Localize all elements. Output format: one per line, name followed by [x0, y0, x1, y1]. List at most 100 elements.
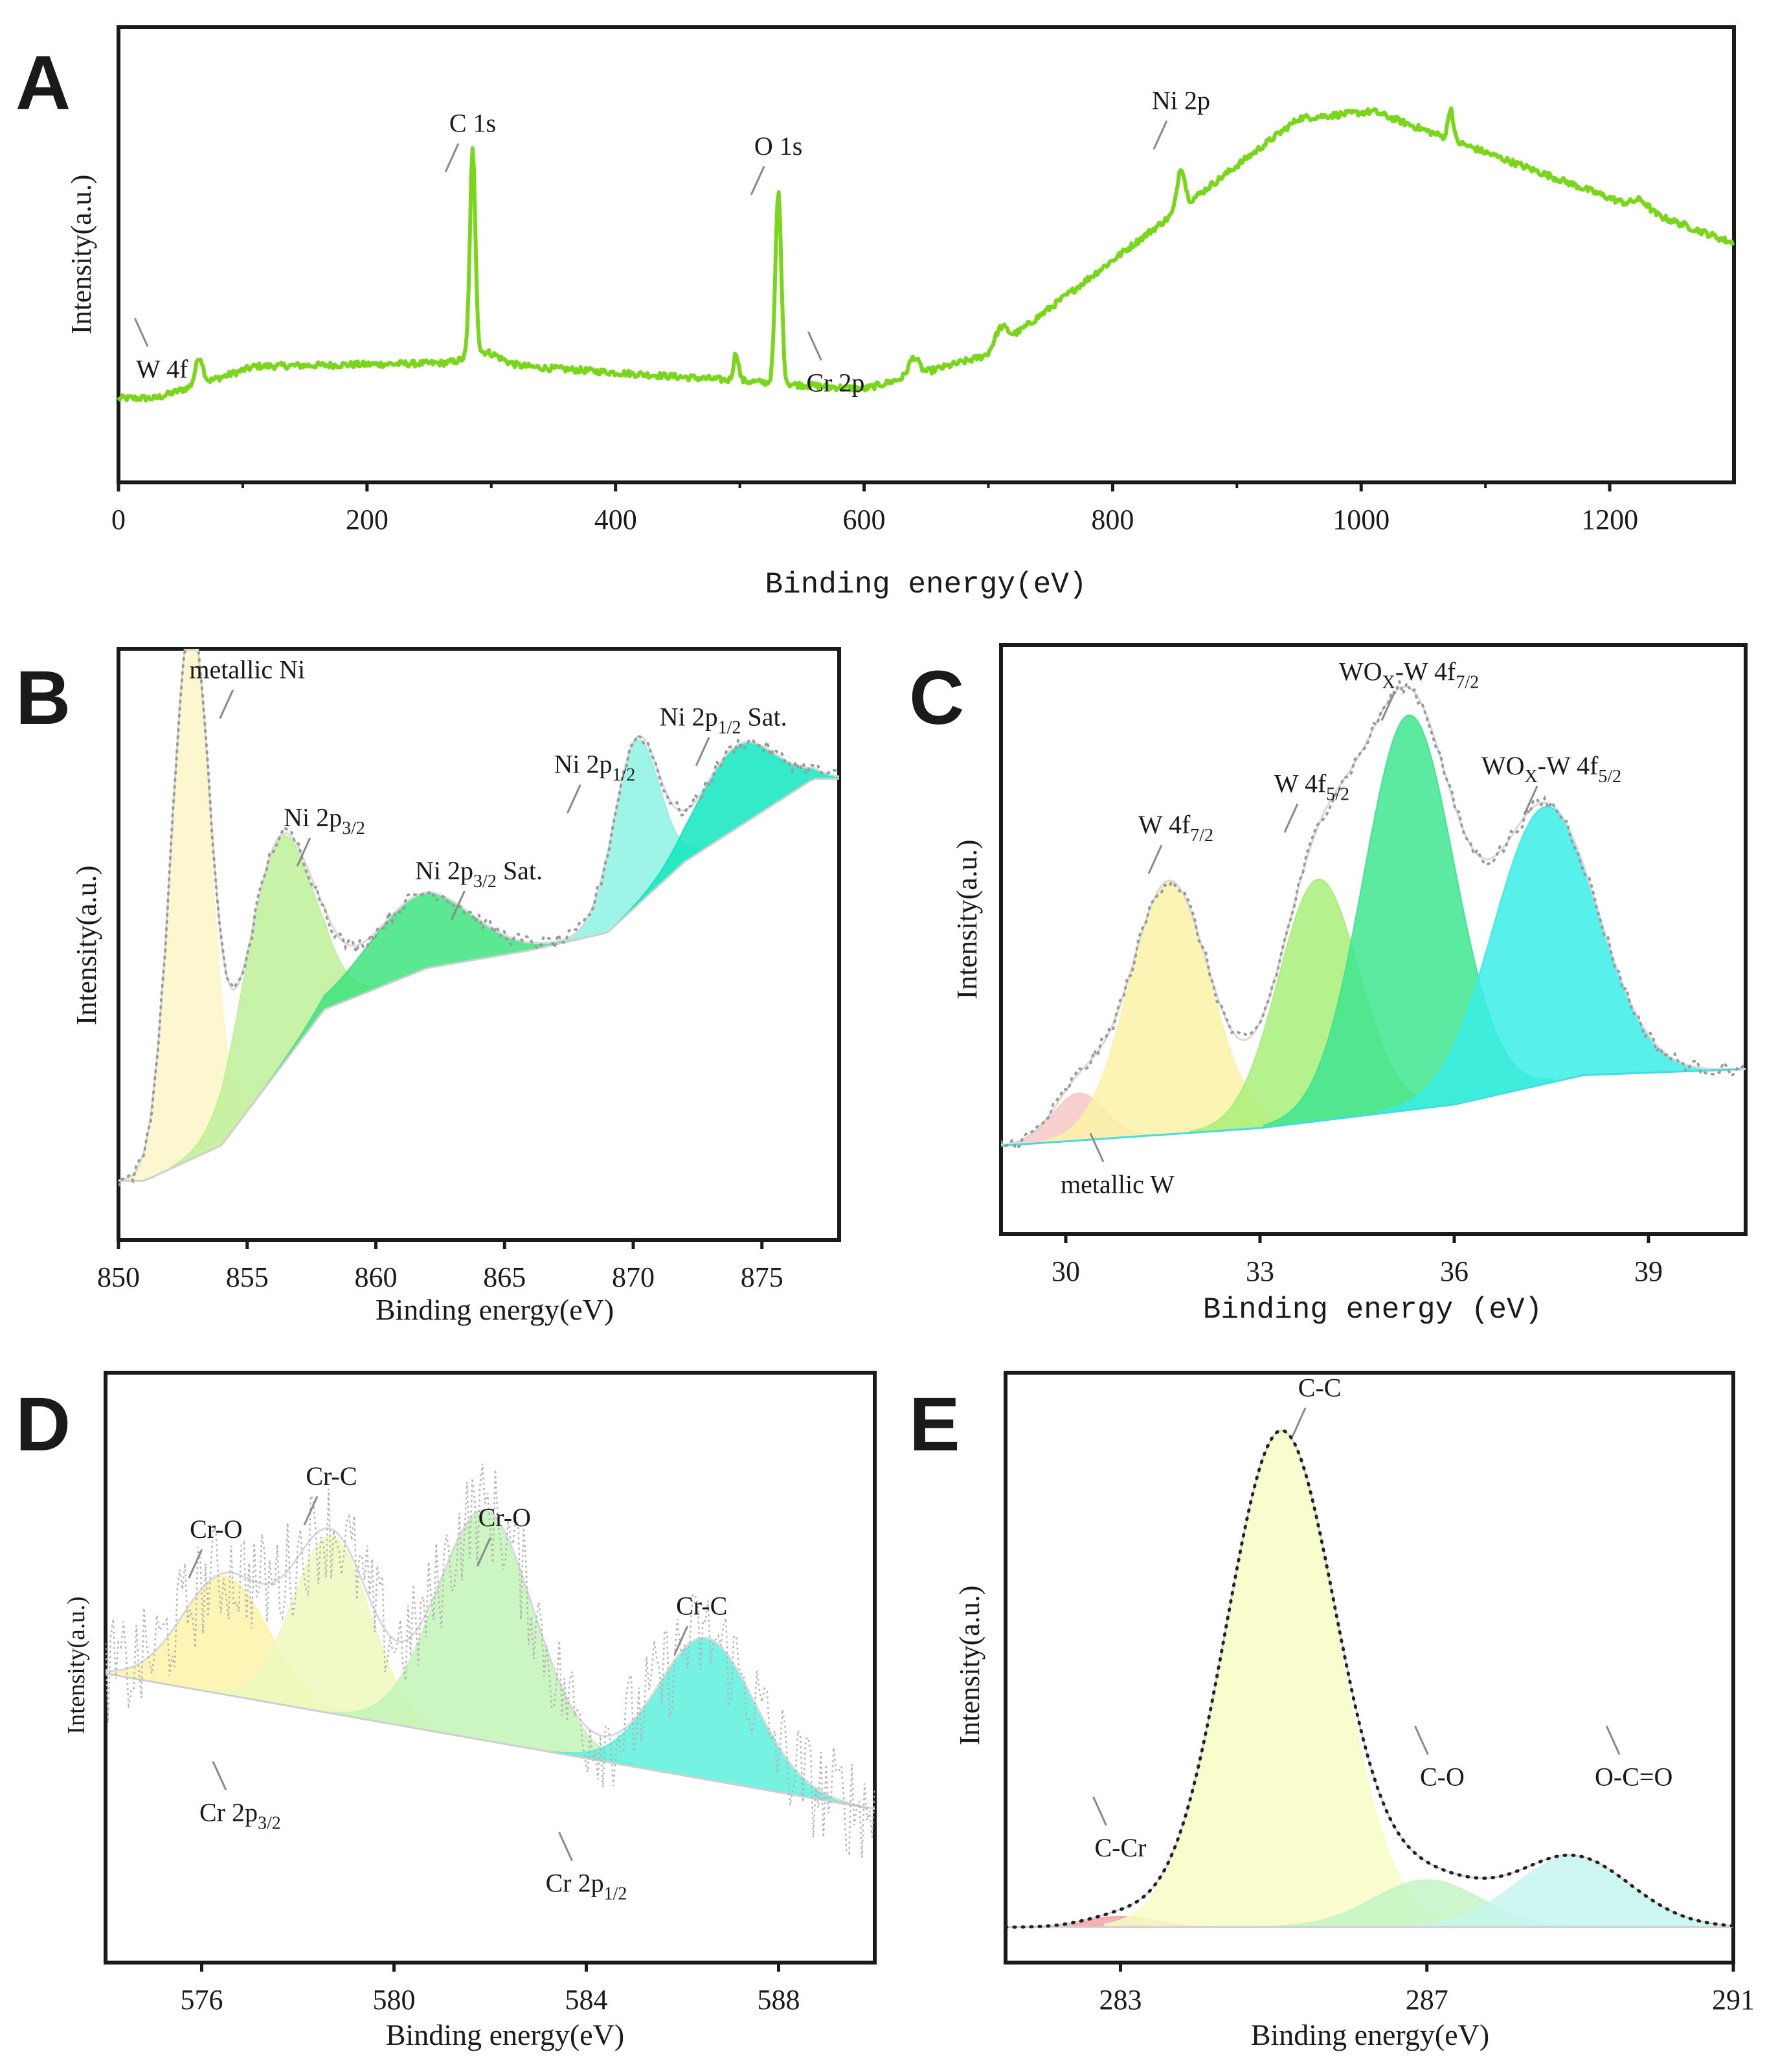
- x-axis-label-a: Binding energy(eV): [765, 568, 1087, 602]
- annotation-text-b-0: metallic Ni: [189, 655, 305, 684]
- annotation-text-d-4: Cr 2p: [199, 1797, 258, 1827]
- annotation-a-1: C 1s: [449, 109, 496, 138]
- annotation-d-0: Cr-O: [190, 1515, 242, 1544]
- annotation-arrow-d-4: [212, 1761, 227, 1790]
- annotation-sub-c-1: 7/2: [1190, 826, 1213, 846]
- x-tick-label-e-0: 283: [1099, 1984, 1142, 2016]
- x-tick-label-a-6: 1200: [1581, 504, 1638, 535]
- fit-envelope-c: [1001, 685, 1746, 1147]
- annotation-text-b-4: Ni 2p: [660, 703, 718, 732]
- annotation-a-4: Ni 2p: [1152, 86, 1210, 115]
- x-tick-label-e-2: 291: [1712, 1984, 1755, 2016]
- annotation-arrow-d-0: [188, 1549, 203, 1579]
- survey-spectrum-line: [117, 106, 1735, 403]
- annotation-text-c-1: W 4f: [1138, 810, 1191, 839]
- annotation-arrow-b-4: [695, 737, 710, 767]
- annotation-text-c-2: W 4f: [1274, 769, 1327, 798]
- annotation-arrow-c-2: [1283, 803, 1299, 833]
- annotation-text-b-2: Ni 2p: [415, 856, 473, 885]
- panel-d: D 576 580 584 588 Cr-OCr-CCr-OCr-CCr 2p3/2C…: [16, 1371, 877, 2051]
- annotation-text-a-4: Ni 2p: [1152, 86, 1210, 115]
- annotation-b-0: metallic Ni: [189, 655, 305, 684]
- x-axis-label-e: Binding energy(eV): [1251, 2018, 1489, 2051]
- x-axis-label-d: Binding energy(eV): [386, 2018, 624, 2051]
- annotation-b-3: Ni 2p1/2: [554, 750, 635, 785]
- annotation-arrow-b-1: [296, 837, 311, 867]
- annotation-arrow-d-1: [303, 1496, 319, 1526]
- annotation-sub-b-4: 1/2: [718, 718, 741, 738]
- annotation-b-4: Ni 2p1/2 Sat.: [660, 703, 787, 738]
- annotation-sub-b-1: 3/2: [342, 818, 365, 839]
- annotation-sub-c-3: X: [1382, 673, 1395, 693]
- x-tick-label-d-2: 584: [565, 1984, 608, 2016]
- annotation-d-2: Cr-O: [478, 1503, 531, 1532]
- annotation-c-2: W 4f5/2: [1274, 769, 1349, 805]
- annotation-arrow-c-1: [1147, 844, 1163, 874]
- annotation-arrow-b-2: [451, 890, 466, 920]
- annotation-text-e-3: O-C=O: [1595, 1762, 1672, 1792]
- annotation-d-3: Cr-C: [676, 1592, 727, 1621]
- fit-envelope-b: [118, 649, 839, 1182]
- annotation-arrow-a-2: [807, 331, 822, 361]
- y-axis-label-e: Intensity(a.u.): [954, 1586, 985, 1746]
- x-tick-label-b-2: 860: [355, 1261, 398, 1293]
- annotation-after-b-4: Sat.: [741, 703, 787, 732]
- annotation-text-e-1: C-C: [1298, 1373, 1342, 1402]
- annotation-arrow-c-4: [1523, 785, 1538, 815]
- annotation-sub-d-4: 3/2: [258, 1813, 281, 1833]
- annotation-arrow-b-0: [219, 690, 234, 719]
- x-tick-label-b-0: 850: [97, 1261, 140, 1293]
- annotation-a-2: Cr 2p: [806, 368, 864, 397]
- plot-frame-a: [117, 25, 1736, 484]
- fit-envelope-d: [106, 1509, 875, 1810]
- raw-data-e: [1006, 1428, 1733, 1929]
- x-tick-label-e-1: 287: [1406, 1984, 1448, 2016]
- plot-frame-e: [1004, 1371, 1735, 1965]
- plot-frame-b: [117, 647, 841, 1242]
- annotation-arrow-a-3: [750, 166, 765, 196]
- x-tick-label-b-1: 855: [226, 1261, 269, 1293]
- annotation-sub2-c-4: 5/2: [1598, 767, 1621, 787]
- annotation-e-3: O-C=O: [1595, 1762, 1672, 1792]
- annotation-sub-d-5: 1/2: [604, 1884, 627, 1904]
- annotation-c-0: metallic W: [1061, 1169, 1175, 1199]
- annotation-a-3: O 1s: [754, 131, 802, 161]
- x-tick-label-a-5: 1000: [1333, 504, 1390, 535]
- annotation-text-d-2: Cr-O: [478, 1503, 531, 1532]
- x-axis-label-b: Binding energy(eV): [376, 1293, 614, 1326]
- annotation-arrow-d-3: [673, 1625, 689, 1656]
- annotation-arrow-a-0: [133, 317, 149, 347]
- annotation-a-0: W 4f: [136, 354, 188, 383]
- x-tick-label-a-3: 600: [843, 504, 886, 535]
- annotation-e-2: C-O: [1420, 1762, 1465, 1792]
- baseline-d: [106, 1672, 870, 1810]
- annotation-arrow-e-1: [1291, 1407, 1307, 1437]
- annotation-after-c-4: -W 4f: [1538, 751, 1599, 780]
- annotation-after-c-3: -W 4f: [1395, 657, 1456, 686]
- annotation-text-c-3: WO: [1339, 657, 1382, 686]
- annotation-text-b-1: Ni 2p: [284, 803, 342, 832]
- x-tick-label-c-0: 30: [1052, 1256, 1080, 1287]
- annotation-e-1: C-C: [1298, 1373, 1342, 1402]
- annotation-c-3: WOX-W 4f7/2: [1339, 657, 1479, 693]
- y-axis-label-a: Intensity(a.u.): [65, 175, 97, 335]
- raw-data-b: [118, 649, 839, 1187]
- fit-layer-e: [1006, 1428, 1733, 1929]
- panel-e: E 283 287 291 C-Cr C-C C-O O-C=O Binding ener…: [909, 1371, 1755, 2051]
- annotation-text-d-0: Cr-O: [190, 1515, 242, 1544]
- annotation-text-a-3: O 1s: [754, 131, 802, 161]
- annotation-arrow-a-4: [1153, 120, 1168, 150]
- panel-label-d: D: [16, 1382, 71, 1467]
- annotation-text-e-0: C-Cr: [1094, 1833, 1146, 1862]
- annotation-text-a-0: W 4f: [136, 354, 188, 383]
- x-tick-label-b-3: 865: [483, 1261, 526, 1293]
- annotation-after-b-2: Sat.: [497, 856, 543, 885]
- x-tick-label-d-3: 588: [758, 1984, 800, 2016]
- annotation-sub2-c-3: 7/2: [1456, 673, 1479, 693]
- x-tick-label-c-1: 33: [1246, 1256, 1274, 1287]
- annotation-arrow-d-2: [476, 1537, 491, 1567]
- annotation-arrow-a-1: [444, 143, 460, 173]
- baseline-c: [1001, 1068, 1741, 1147]
